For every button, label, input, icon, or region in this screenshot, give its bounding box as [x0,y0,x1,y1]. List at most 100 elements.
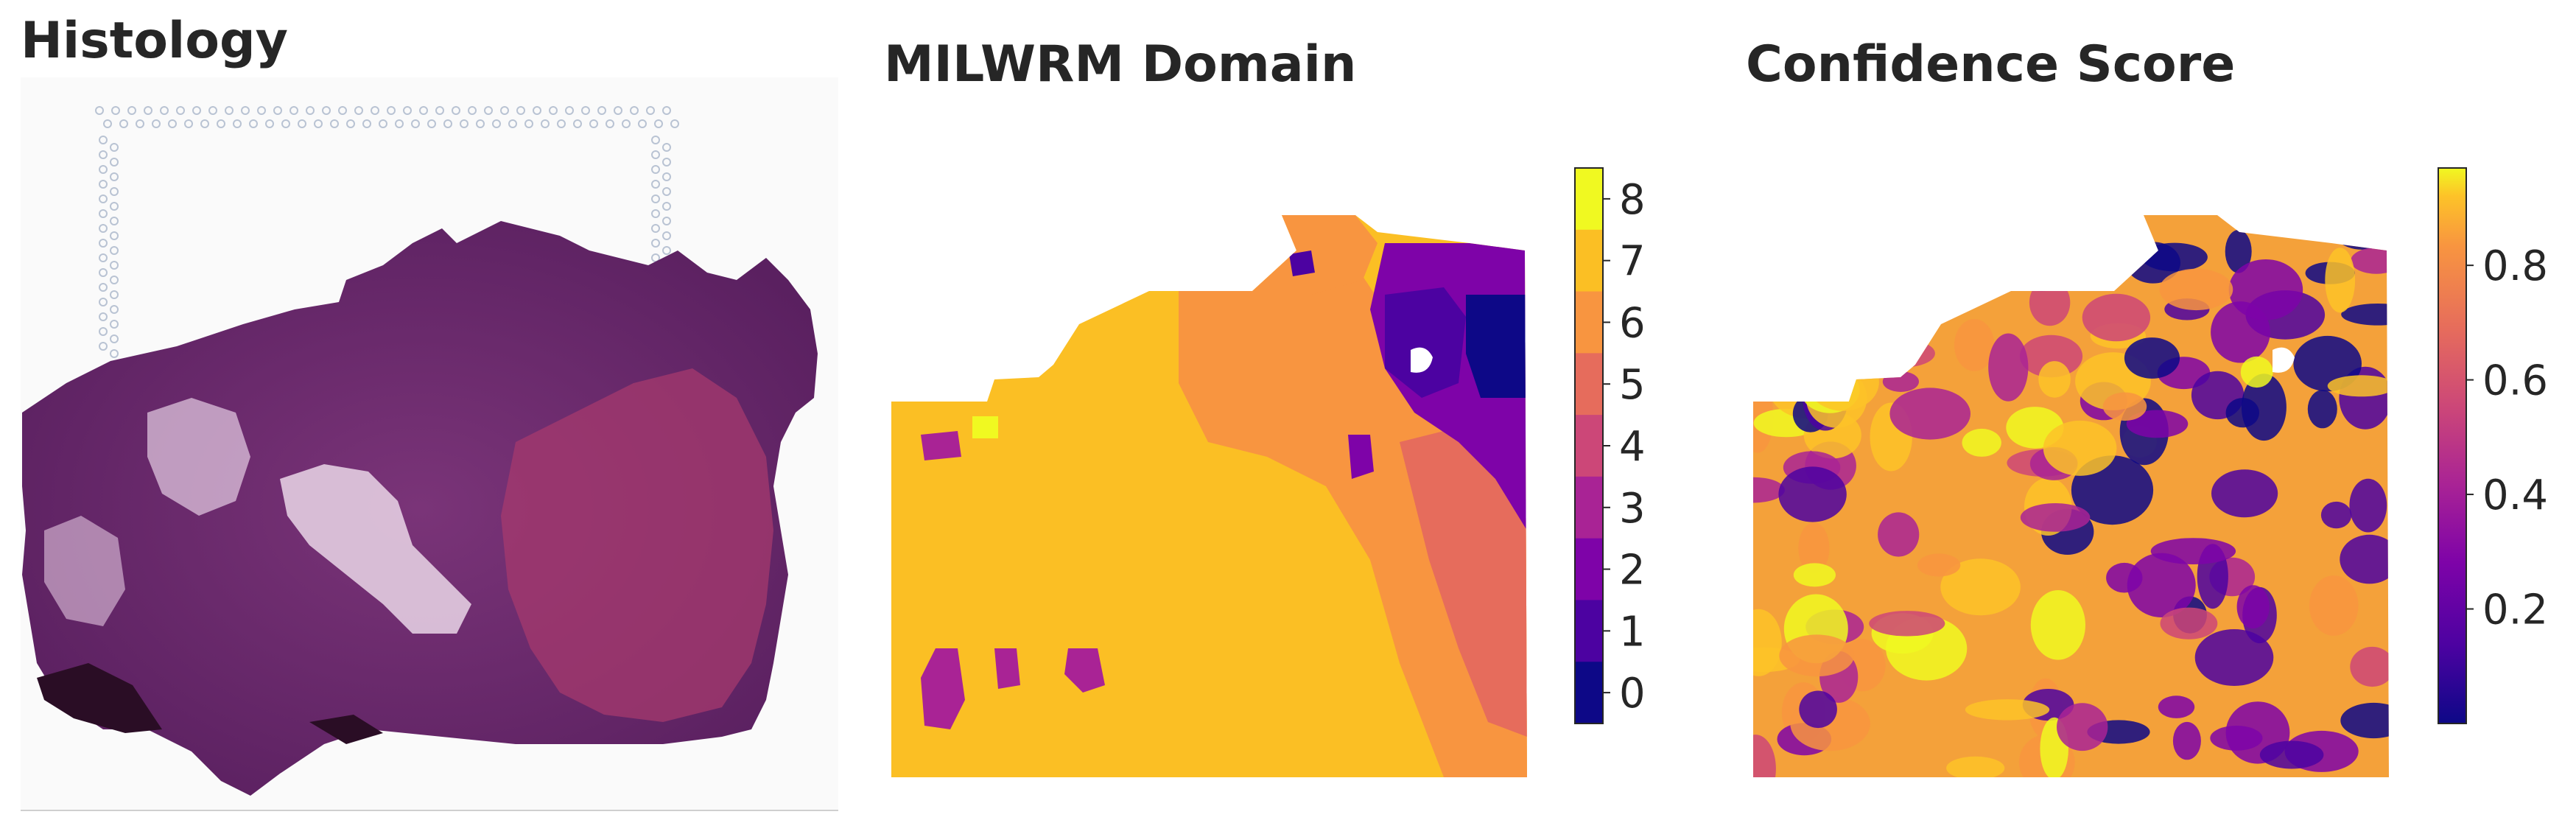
colorbar-tick-label: 4 [1619,423,1646,471]
confidence-patch [2038,361,2071,398]
colorbar-tick-label: 0 [1619,670,1646,718]
confidence-patch [2211,469,2278,518]
spot-marker [662,172,671,181]
confidence-patch [2324,215,2389,250]
spot-marker [638,119,647,128]
dark-fold [37,663,162,733]
spot-marker [110,261,119,270]
spot-marker [168,119,177,128]
spot-marker [298,119,306,128]
spot-marker [184,119,193,128]
lumen-region-2 [147,398,250,516]
spot-marker [233,119,242,128]
confidence-patch [2340,534,2389,584]
confidence-patch [1872,339,1935,368]
confidence-patch [1793,563,1836,587]
confidence-patch [2194,629,2274,686]
confidence-patch [2349,478,2387,533]
spot-marker [110,276,119,284]
confidence-patch [2228,259,2303,320]
domain-colorbar: 8 7 6 5 4 3 2 1 0 [1574,167,1646,724]
confidence-patch [2259,740,2324,769]
spot-marker [662,231,671,240]
spot-marker [500,106,509,115]
spot-marker [99,136,108,144]
spot-marker [110,246,119,255]
domain-region-6 [1179,243,1527,777]
spot-marker [419,106,428,115]
spot-marker [362,119,371,128]
confidence-patch [1782,283,1833,329]
colorbar-tick-label: 0.2 [2482,586,2548,634]
spot-marker [119,119,128,128]
confidence-patch [2057,703,2108,751]
spot-marker [651,136,660,144]
confidence-patch [2320,501,2352,529]
spot-marker [225,106,234,115]
confidence-patch [2236,585,2270,628]
domain-hole [1411,347,1433,373]
confidence-patch [2030,590,2085,660]
confidence-patch [1807,353,1879,411]
spot-marker [371,106,379,115]
confidence-patch [2127,553,2196,617]
confidence-patch [1799,690,1837,729]
colorbar-segment [1575,662,1603,724]
spot-marker [662,187,671,196]
spot-marker [387,106,396,115]
domain-region-1 [1289,250,1315,276]
spot-marker [662,158,671,167]
spot-marker [192,106,201,115]
confidence-patch [1753,319,1797,349]
confidence-patch [1954,319,1995,371]
colorbar-segment [1575,476,1603,539]
domain-region-3 [921,648,965,729]
confidence-patch [2159,268,2233,311]
spot-marker [468,106,477,115]
colorbar-segment [1575,600,1603,662]
spot-marker [662,202,671,211]
colorbar-tick-label: 0.6 [2482,357,2548,405]
domain-region-2 [1348,435,1374,479]
domain-region-3 [921,431,961,460]
confidence-patch [1946,756,2005,777]
confidence-patch [2160,607,2218,639]
colorbar-tick-label: 5 [1619,361,1646,409]
spot-marker [281,119,290,128]
confidence-patch [1884,283,1942,313]
confidence-patch [1753,477,1785,503]
spot-marker [110,305,119,314]
confidence-patch [2082,293,2151,342]
colorbar-tick-label: 0.8 [2482,242,2548,290]
confidence-colorbar: 0.2 0.4 0.6 0.8 [2438,167,2548,724]
confidence-patch [1965,699,2050,721]
spot-marker [573,119,582,128]
spot-marker [651,165,660,174]
colorbar-tick-label: 1 [1619,608,1646,656]
spot-marker [110,143,119,152]
spot-marker [103,119,112,128]
dark-fold-2 [309,715,383,744]
spot-marker [289,106,298,115]
confidence-patch [2002,236,2068,277]
spot-marker [95,106,104,115]
spot-marker [152,119,161,128]
confidence-patch [2124,337,2180,379]
spot-marker [99,298,108,306]
spot-marker [403,106,412,115]
spot-marker [581,106,590,115]
spot-marker [110,202,119,211]
confidence-patch [2020,503,2091,532]
spot-marker [176,106,185,115]
domain-region-8 [972,416,998,438]
spot-marker [99,195,108,203]
spot-marker [379,119,387,128]
domain-region-3 [994,648,1020,689]
colorbar-segment [1575,229,1603,292]
confidence-patch [2158,695,2195,718]
confidence-patch [1882,371,1919,392]
spot-marker [651,180,660,189]
histology-title: Histology [21,12,288,70]
confidence-patch [2307,390,2337,429]
